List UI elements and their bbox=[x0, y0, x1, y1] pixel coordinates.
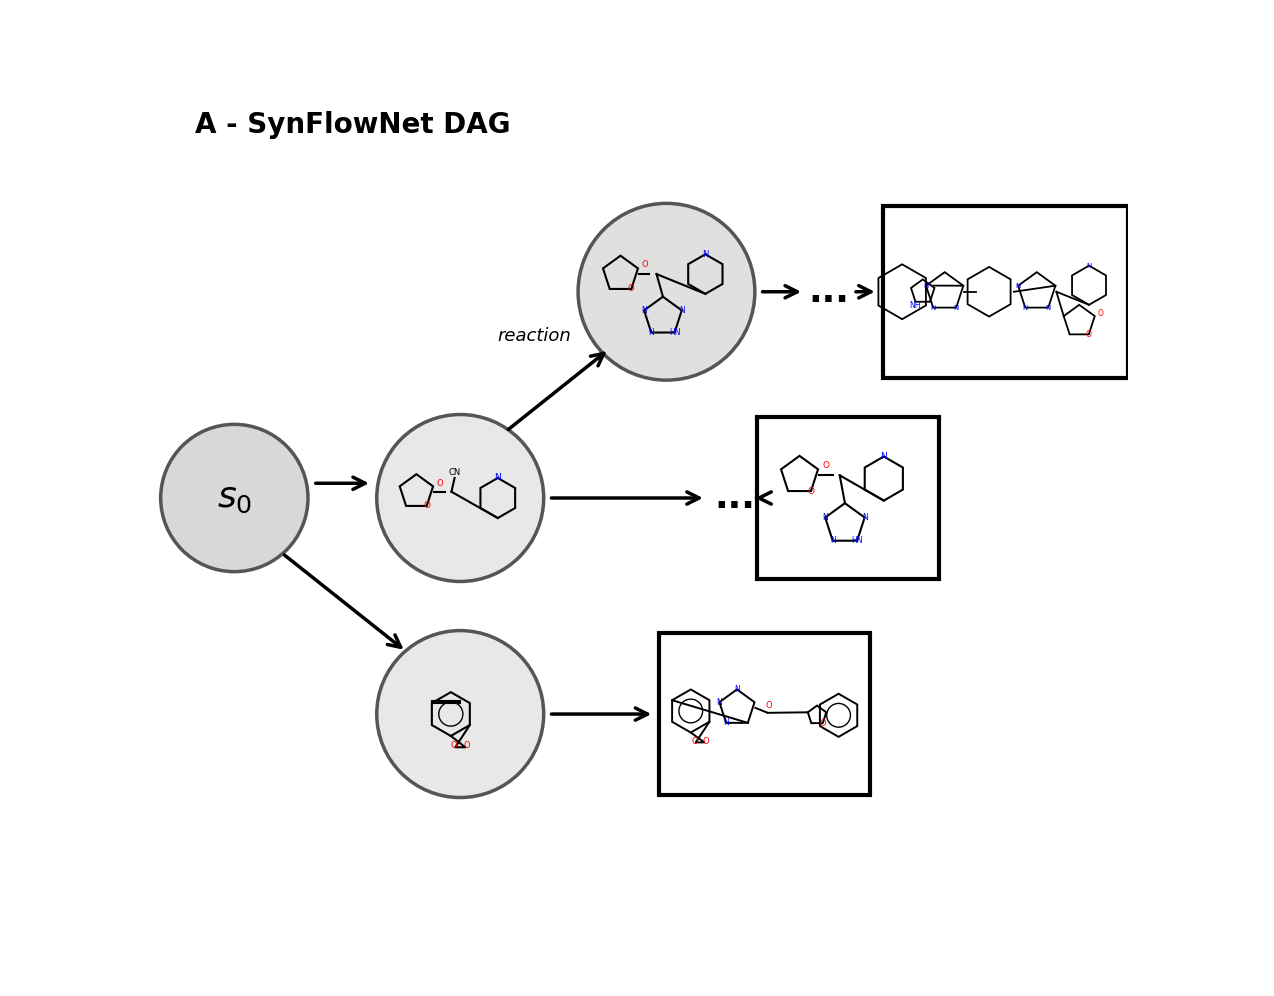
Text: N: N bbox=[861, 513, 868, 522]
Text: reaction: reaction bbox=[497, 327, 571, 345]
Text: O: O bbox=[628, 285, 634, 294]
Text: N: N bbox=[1046, 305, 1051, 311]
Text: O: O bbox=[1085, 330, 1092, 339]
Text: N: N bbox=[930, 305, 936, 311]
Text: N: N bbox=[648, 328, 654, 337]
Text: O: O bbox=[423, 501, 431, 510]
Text: O: O bbox=[823, 461, 829, 470]
Text: N: N bbox=[702, 250, 708, 259]
Circle shape bbox=[578, 203, 755, 380]
Text: O: O bbox=[1098, 309, 1103, 318]
Text: N: N bbox=[1015, 283, 1020, 289]
Text: N: N bbox=[716, 697, 722, 707]
Text: O: O bbox=[464, 741, 470, 751]
Text: O: O bbox=[819, 719, 826, 728]
Circle shape bbox=[377, 630, 544, 798]
Text: N: N bbox=[724, 718, 729, 727]
Text: O: O bbox=[702, 737, 708, 746]
Text: A - SynFlowNet DAG: A - SynFlowNet DAG bbox=[195, 111, 511, 138]
Text: N: N bbox=[641, 306, 647, 315]
Text: N: N bbox=[734, 685, 740, 694]
Text: CN: CN bbox=[448, 468, 461, 477]
Bar bbox=[659, 633, 870, 795]
Text: N: N bbox=[822, 513, 828, 522]
Bar bbox=[757, 417, 939, 579]
Bar bbox=[883, 206, 1127, 377]
Text: ...: ... bbox=[715, 481, 755, 515]
Text: O: O bbox=[766, 701, 772, 710]
Circle shape bbox=[377, 414, 544, 582]
Text: O: O bbox=[808, 486, 814, 496]
Text: N: N bbox=[953, 305, 959, 311]
Text: HN: HN bbox=[851, 536, 862, 545]
Text: O: O bbox=[692, 737, 698, 746]
Text: O: O bbox=[437, 479, 443, 488]
Text: O: O bbox=[451, 741, 457, 751]
Text: N: N bbox=[880, 452, 887, 461]
Text: ...: ... bbox=[808, 275, 848, 309]
Text: N: N bbox=[1087, 263, 1092, 269]
Text: $s_0$: $s_0$ bbox=[217, 481, 252, 515]
Text: N: N bbox=[494, 473, 501, 482]
Text: N: N bbox=[1023, 305, 1028, 311]
Text: HN: HN bbox=[669, 328, 680, 337]
Text: N: N bbox=[829, 536, 836, 545]
Text: N: N bbox=[679, 306, 684, 315]
Text: NH: NH bbox=[910, 301, 921, 310]
Circle shape bbox=[161, 424, 308, 572]
Text: N: N bbox=[924, 283, 929, 289]
Text: O: O bbox=[641, 260, 648, 269]
